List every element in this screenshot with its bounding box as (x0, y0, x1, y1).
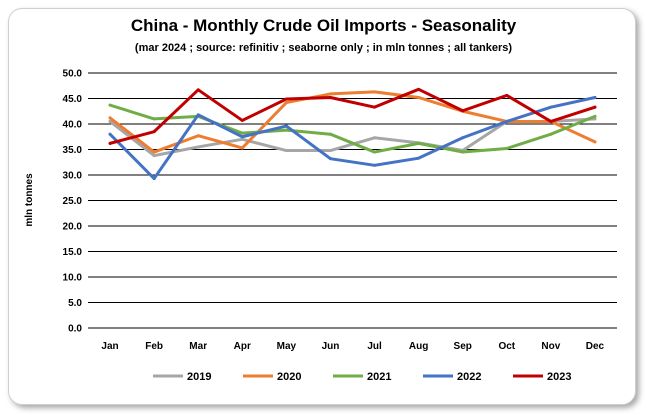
data-point-2022 (108, 132, 112, 136)
data-point-2020 (240, 146, 244, 150)
x-tick-label: Aug (409, 341, 428, 352)
x-tick-label: Mar (189, 341, 207, 352)
x-tick-label: Sep (454, 341, 472, 352)
data-point-2019 (240, 137, 244, 141)
legend-label: 2019 (187, 371, 211, 383)
y-tick-label: 15.0 (63, 247, 83, 258)
chart-subtitle: (mar 2024 ; source: refinitiv ; seaborne… (134, 42, 513, 54)
data-point-2020 (373, 90, 377, 94)
data-point-2022 (152, 177, 156, 181)
data-point-2021 (152, 117, 156, 121)
data-point-2022 (328, 157, 332, 161)
data-point-2021 (284, 128, 288, 132)
data-point-2021 (461, 150, 465, 154)
data-point-2022 (284, 124, 288, 128)
data-point-2020 (328, 92, 332, 96)
data-point-2021 (549, 132, 553, 136)
series-line-2022 (108, 95, 597, 181)
data-point-2019 (373, 136, 377, 140)
data-point-2021 (108, 103, 112, 107)
data-point-2022 (417, 156, 421, 160)
legend-item-2021: 2021 (333, 371, 391, 383)
x-tick-label: Apr (234, 341, 251, 352)
y-tick-label: 5.0 (68, 298, 82, 309)
chart-frame (8, 8, 636, 405)
legend-item-2023: 2023 (513, 371, 571, 383)
y-axis-ticks: 0.0 5.0 10.0 15.0 20.0 25.0 30.0 35.0 40.0 45.0 50… (63, 69, 83, 335)
legend-label: 2020 (277, 371, 301, 383)
y-tick-label: 45.0 (63, 94, 83, 105)
data-point-2023 (461, 109, 465, 113)
data-point-2019 (108, 119, 112, 123)
legend-item-2022: 2022 (423, 371, 481, 383)
data-point-2021 (240, 131, 244, 135)
x-axis-ticks: Jan Feb Mar Apr May Jun Jul Aug Sep Oct Nov Dec (101, 341, 604, 352)
series-line-2023 (108, 87, 597, 145)
data-point-2023 (505, 93, 509, 97)
x-tick-label: Nov (541, 341, 560, 352)
legend-label: 2022 (457, 371, 481, 383)
legend-label: 2023 (547, 371, 571, 383)
data-point-2022 (461, 136, 465, 140)
y-tick-label: 20.0 (63, 222, 83, 233)
y-axis-label: mln tonnes (24, 173, 35, 227)
x-tick-label: Jul (367, 341, 382, 352)
series-line-2020 (108, 90, 597, 154)
x-tick-label: May (277, 341, 297, 352)
data-point-2020 (196, 134, 200, 138)
x-tick-label: Feb (145, 341, 163, 352)
gridlines (88, 72, 617, 329)
series-lines (108, 87, 597, 181)
data-point-2021 (593, 114, 597, 118)
data-point-2022 (505, 119, 509, 123)
data-point-2021 (417, 141, 421, 145)
series-line-2021 (108, 103, 597, 154)
data-point-2023 (328, 95, 332, 99)
data-point-2019 (284, 149, 288, 153)
data-point-2020 (593, 140, 597, 144)
chart-title: China - Monthly Crude Oil Imports - Seas… (130, 16, 517, 35)
data-point-2023 (373, 105, 377, 109)
legend: 2019 2020 2021 2022 2023 (153, 371, 571, 383)
legend-label: 2021 (367, 371, 391, 383)
y-tick-label: 25.0 (63, 196, 83, 207)
data-point-2022 (549, 105, 553, 109)
x-tick-label: Oct (498, 341, 515, 352)
data-point-2021 (373, 150, 377, 154)
data-point-2022 (373, 163, 377, 167)
data-point-2019 (328, 149, 332, 153)
data-point-2023 (196, 88, 200, 92)
y-tick-label: 30.0 (63, 171, 83, 182)
data-point-2020 (152, 150, 156, 154)
y-tick-label: 50.0 (63, 69, 83, 80)
x-tick-label: Jan (101, 341, 118, 352)
data-point-2020 (417, 95, 421, 99)
data-point-2023 (549, 119, 553, 123)
data-point-2020 (108, 116, 112, 120)
data-point-2023 (152, 130, 156, 134)
data-point-2022 (240, 135, 244, 139)
y-tick-label: 35.0 (63, 145, 83, 156)
data-point-2021 (505, 146, 509, 150)
data-point-2019 (152, 154, 156, 158)
legend-item-2019: 2019 (153, 371, 211, 383)
data-point-2020 (284, 101, 288, 105)
x-tick-label: Dec (586, 341, 605, 352)
data-point-2022 (196, 113, 200, 117)
y-tick-label: 40.0 (63, 120, 83, 131)
y-tick-label: 10.0 (63, 273, 83, 284)
data-point-2019 (196, 145, 200, 149)
data-point-2023 (284, 97, 288, 101)
data-point-2021 (328, 132, 332, 136)
legend-item-2020: 2020 (243, 371, 301, 383)
data-point-2023 (417, 87, 421, 91)
x-tick-label: Jun (322, 341, 340, 352)
data-point-2023 (593, 105, 597, 109)
data-point-2023 (240, 118, 244, 122)
data-point-2022 (593, 95, 597, 99)
data-point-2023 (108, 141, 112, 145)
y-tick-label: 0.0 (68, 324, 82, 335)
